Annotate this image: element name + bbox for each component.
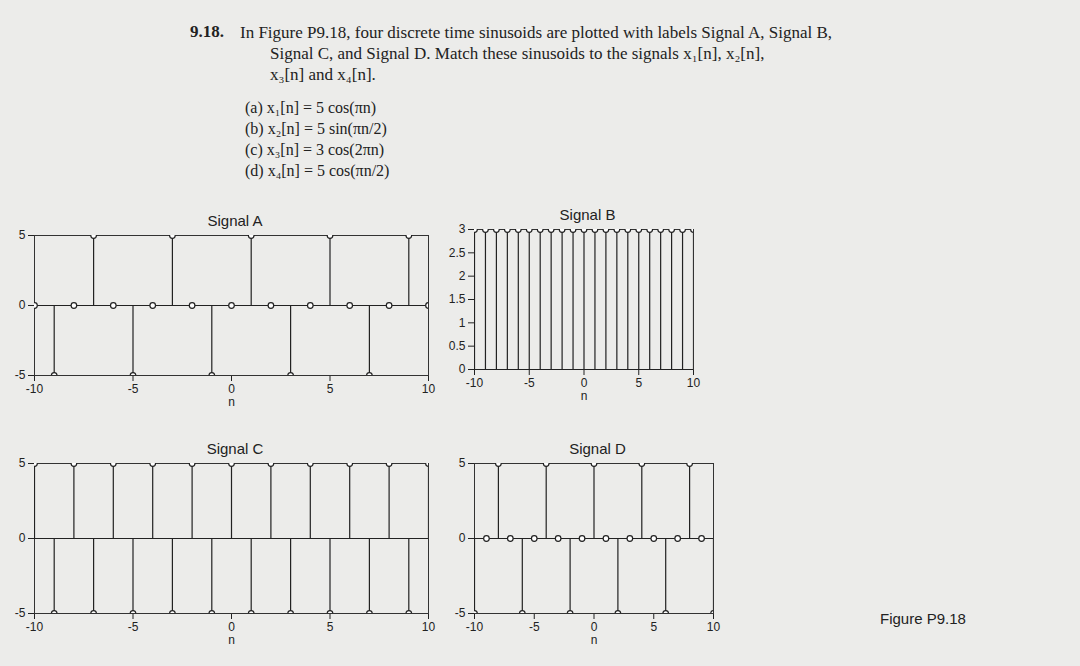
svg-text:1: 1 [459,316,466,330]
svg-text:-5: -5 [529,620,540,634]
svg-text:-5: -5 [524,376,535,390]
svg-text:10: 10 [687,376,701,390]
svg-text:n: n [581,389,588,403]
svg-text:10: 10 [707,620,721,634]
svg-text:0: 0 [19,531,26,545]
html-text:Figure P9.18: Figure P9.18 [880,610,966,627]
html-text:In Figure P9.18, four discrete: In Figure P9.18, four discrete time sinu… [240,23,833,42]
svg-text:-10: -10 [26,620,44,634]
svg-text:5: 5 [327,382,334,396]
html-text:Signal C: Signal C [206,440,264,457]
svg-text:5: 5 [635,376,642,390]
svg-text:n: n [591,633,598,647]
svg-text:0: 0 [590,620,598,634]
svg-text:-10: -10 [466,376,484,390]
svg-text:0: 0 [19,298,26,312]
html-text:Signal B: Signal B [559,206,616,223]
svg-text:5: 5 [650,620,657,634]
svg-text:-5: -5 [128,620,139,634]
svg-text:5: 5 [459,457,466,470]
html-text:9.18.: 9.18. [190,22,224,41]
html-text:(d) x₄[n] = 5 cos(πn/2): (d) x₄[n] = 5 cos(πn/2) [245,162,390,179]
svg-text:0: 0 [228,620,235,634]
svg-text:0: 0 [459,531,466,545]
svg-text:5: 5 [19,457,26,470]
html-text:x₃[n] and x₄[n].: x₃[n] and x₄[n]. [270,65,376,84]
html-text:Signal A: Signal A [207,212,263,229]
svg-text:n: n [228,395,235,409]
svg-text:0: 0 [580,376,588,390]
svg-text:0: 0 [228,382,235,396]
svg-text:10: 10 [422,382,436,396]
svg-text:-10: -10 [26,382,44,396]
html-text:(b) x₂[n] = 5 sin(πn/2): (b) x₂[n] = 5 sin(πn/2) [245,120,387,137]
html-text:Signal D: Signal D [569,440,626,457]
svg-text:3: 3 [459,223,466,236]
svg-text:-5: -5 [455,606,466,620]
svg-text:1.5: 1.5 [449,292,466,306]
svg-text:5: 5 [19,229,26,242]
svg-text:-10: -10 [466,620,484,634]
svg-text:2.5: 2.5 [449,246,466,260]
svg-text:-5: -5 [15,606,26,620]
html-text:(a) x₁[n] = 5 cos(πn): (a) x₁[n] = 5 cos(πn) [245,99,377,116]
svg-text:2: 2 [459,269,466,283]
svg-text:0.5: 0.5 [449,339,466,353]
svg-text:0: 0 [459,362,466,376]
svg-text:n: n [228,633,235,647]
svg-text:5: 5 [327,620,334,634]
svg-text:10: 10 [422,620,436,634]
svg-text:-5: -5 [15,368,26,382]
html-text:Signal C, and Signal D. Match: Signal C, and Signal D. Match these sinu… [270,44,765,63]
html-text:(c) x₃[n] = 3 cos(2πn): (c) x₃[n] = 3 cos(2πn) [245,141,385,158]
svg-text:-5: -5 [128,382,139,396]
